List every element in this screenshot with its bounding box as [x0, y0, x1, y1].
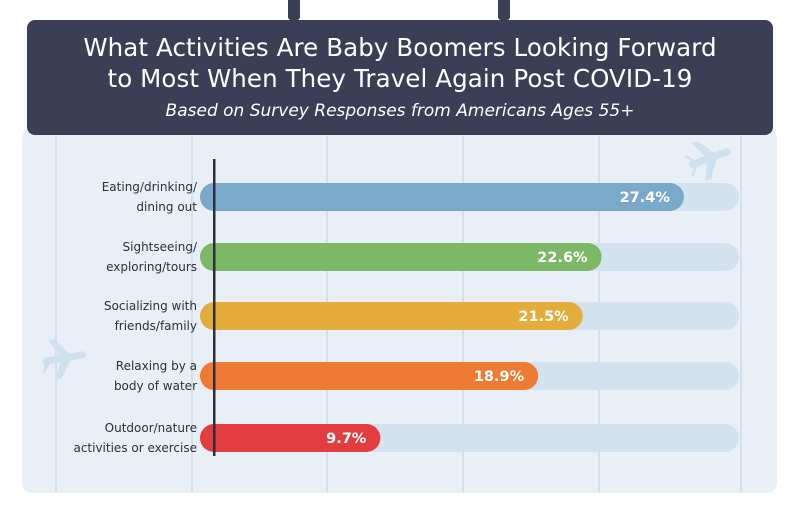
category-label: Outdoor/nature [105, 421, 197, 435]
category-label: friends/family [115, 319, 197, 333]
category-label: activities or exercise [73, 441, 197, 455]
category-label: Eating/drinking/ [102, 180, 198, 194]
sign-hanger-left [288, 0, 300, 20]
bar [200, 302, 583, 330]
category-label: Socializing with [104, 299, 197, 313]
bar-value-label: 18.9% [474, 369, 525, 385]
chart-title: What Activities Are Baby Boomers Looking… [47, 32, 753, 94]
bar-value-label: 21.5% [518, 309, 569, 325]
bar [200, 362, 539, 390]
airplane-icon [42, 339, 86, 380]
airplane-icon [683, 141, 731, 181]
sign-hanger-right [498, 0, 510, 20]
gridline [55, 136, 57, 492]
bar-value-label: 9.7% [326, 431, 367, 447]
chart-subtitle: Based on Survey Responses from Americans… [165, 101, 635, 121]
category-label: dining out [136, 200, 197, 214]
bar [200, 424, 381, 452]
bar-value-label: 22.6% [537, 250, 588, 266]
gridline [191, 136, 193, 492]
category-label: Sightseeing/ [123, 240, 198, 254]
category-label: exploring/tours [106, 260, 197, 274]
category-label: Relaxing by a [116, 359, 197, 373]
category-label: body of water [114, 379, 197, 393]
chart-title-line-2: to Most When They Travel Again Post COVI… [107, 64, 693, 93]
bar [200, 243, 602, 271]
gridline [740, 136, 742, 492]
bar [200, 183, 684, 211]
bar-value-label: 27.4% [620, 190, 671, 206]
y-axis-line [213, 159, 216, 456]
chart-title-line-1: What Activities Are Baby Boomers Looking… [83, 33, 717, 62]
bars-group: 27.4% Eating/drinking/dining out 22.6% Sigh… [73, 180, 739, 455]
title-banner: What Activities Are Baby Boomers Looking… [27, 20, 773, 135]
